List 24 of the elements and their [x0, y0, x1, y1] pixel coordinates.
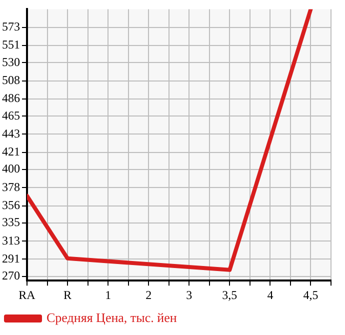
y-tick-label: 573 — [2, 19, 20, 34]
y-tick-label: 486 — [2, 91, 20, 105]
legend-label: Средняя Цена, тыс. йен — [46, 310, 177, 325]
y-tick-label: 508 — [2, 72, 20, 87]
y-tick-label: 530 — [2, 54, 20, 69]
x-tick-label: R — [64, 288, 72, 302]
x-tick-label: 3 — [186, 288, 192, 302]
x-tick-label: 2 — [146, 288, 152, 302]
x-tick-label: 1 — [105, 288, 112, 302]
x-tick-label: 4 — [267, 288, 274, 302]
y-tick-label: 421 — [2, 144, 20, 158]
y-tick-label: 465 — [2, 108, 20, 122]
y-tick-label: 335 — [2, 215, 20, 230]
x-tick-label: RA — [18, 288, 36, 302]
x-tick-label: 3,5 — [222, 288, 238, 302]
y-tick-label: 551 — [2, 38, 20, 52]
y-tick-label: 378 — [2, 180, 20, 194]
y-tick-label: 400 — [2, 162, 20, 176]
y-tick-label: 270 — [2, 268, 20, 283]
y-tick-label: 313 — [2, 233, 20, 248]
y-tick-label: 291 — [2, 251, 20, 266]
y-tick-label: 356 — [2, 198, 20, 212]
x-tick-label: 4,5 — [303, 288, 318, 302]
y-tick-label: 443 — [2, 126, 20, 140]
